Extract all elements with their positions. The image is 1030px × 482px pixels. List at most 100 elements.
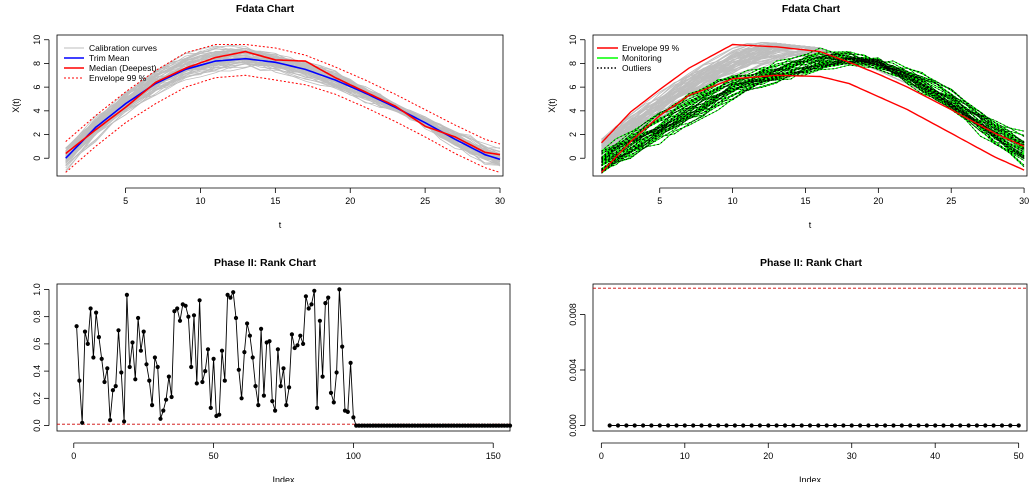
y-axis-label: X(t) xyxy=(547,98,557,113)
rank-point xyxy=(175,306,180,311)
y-axis: 0 2 4 6 8 10 X(t) xyxy=(11,35,50,161)
rank-point xyxy=(261,393,266,398)
rank-point xyxy=(741,423,746,428)
legend-label: Envelope 99 % xyxy=(622,43,680,53)
rank-point xyxy=(306,306,311,311)
legend-label: Outliers xyxy=(622,63,651,73)
rank-point xyxy=(326,295,331,300)
y-tick-label: 0 xyxy=(32,156,42,161)
rank-point xyxy=(99,356,104,361)
x-axis-label: Index xyxy=(272,475,295,482)
rank-point xyxy=(841,423,846,428)
rank-point xyxy=(96,335,101,340)
rank-point xyxy=(674,423,679,428)
x-axis: 0 10 20 30 40 50 Index xyxy=(599,442,1024,482)
rank-point xyxy=(284,403,289,408)
rank-point xyxy=(874,423,879,428)
y-axis-label: X(t) xyxy=(11,98,21,113)
rank-point xyxy=(666,423,671,428)
rank-point xyxy=(657,423,662,428)
calibration-curve xyxy=(65,61,501,171)
calibration-curve xyxy=(65,57,501,163)
calibration-curve xyxy=(65,63,501,164)
rank-point xyxy=(807,423,813,428)
rank-point xyxy=(345,409,350,414)
rank-point xyxy=(933,423,938,428)
x-tick-label: 15 xyxy=(800,196,810,206)
rank-point xyxy=(607,423,612,428)
chart-title: Phase II: Rank Chart xyxy=(214,257,317,269)
x-tick-label: 30 xyxy=(495,196,505,206)
y-tick-label: 4 xyxy=(568,108,578,113)
plot-frame xyxy=(56,283,511,432)
x-tick-label: 25 xyxy=(420,196,430,206)
chart-title: Phase II: Rank Chart xyxy=(760,257,863,269)
y-tick-label: 0.8 xyxy=(32,310,42,323)
rank-point xyxy=(289,332,294,337)
rank-point xyxy=(183,303,188,308)
rank-point xyxy=(924,423,929,428)
rank-point xyxy=(189,364,194,370)
chart-panel-4: Phase II: Rank Chart 0 10 20 30 40 50 Index 0.00… xyxy=(568,257,1028,482)
rank-point xyxy=(816,423,821,428)
rank-point xyxy=(200,379,205,385)
outlier-curve xyxy=(601,51,1025,155)
y-tick-label: 0.2 xyxy=(32,392,42,405)
rank-point xyxy=(348,360,353,365)
rank-point xyxy=(91,355,96,360)
rank-point xyxy=(295,343,300,348)
rank-point xyxy=(208,405,213,410)
rank-point xyxy=(122,419,127,424)
x-tick-label: 10 xyxy=(728,196,738,206)
rank-point xyxy=(991,423,996,428)
rank-point xyxy=(85,341,90,346)
legend-label: Calibration curves xyxy=(89,43,157,53)
y-tick-label: 0.008 xyxy=(568,303,578,326)
x-tick-label: 10 xyxy=(195,196,205,206)
rank-point xyxy=(225,292,230,297)
rank-point xyxy=(649,423,654,428)
envelope-lower-line xyxy=(65,74,501,173)
rank-point xyxy=(231,290,236,295)
rank-point xyxy=(74,324,79,329)
rank-point xyxy=(253,384,258,389)
y-tick-label: 10 xyxy=(568,35,578,45)
chart-title: Fdata Chart xyxy=(236,3,295,15)
x-tick-label: 20 xyxy=(345,196,355,206)
x-tick-label: 5 xyxy=(657,196,662,206)
rank-point xyxy=(292,345,297,351)
rank-point xyxy=(217,412,222,417)
rank-point xyxy=(331,400,336,405)
rank-point xyxy=(891,423,896,428)
legend-label: Median (Deepest) xyxy=(89,63,157,73)
y-axis: 0.000 0.004 0.008 xyxy=(568,303,586,437)
rank-point xyxy=(273,408,278,413)
rank-point xyxy=(983,423,988,428)
rank-point xyxy=(337,287,342,292)
y-tick-label: 6 xyxy=(32,85,42,90)
x-tick-label: 0 xyxy=(71,451,76,461)
monitoring-curve xyxy=(601,63,1025,174)
outlier-curve xyxy=(601,58,1025,162)
rank-point xyxy=(883,423,888,428)
rank-point xyxy=(205,347,211,352)
rank-point xyxy=(110,388,115,393)
x-tick-label: 20 xyxy=(763,451,773,461)
rank-points xyxy=(74,287,513,428)
x-tick-label: 50 xyxy=(209,451,219,461)
x-axis-label: t xyxy=(279,220,282,230)
envelope-upper-line xyxy=(65,44,501,145)
rank-point xyxy=(315,405,320,410)
rank-point xyxy=(275,347,280,352)
rank-point xyxy=(144,362,149,367)
rank-point xyxy=(507,423,513,428)
rank-point xyxy=(682,423,687,428)
rank-point xyxy=(824,423,829,428)
chart-panel-2: Fdata Chart 5 10 15 20 25 30 t 0 2 4 6 8 10 X(t) Envelo… xyxy=(547,3,1029,230)
outlier-curve xyxy=(601,59,1025,172)
trim-mean-line xyxy=(65,57,501,161)
rank-point xyxy=(287,385,292,390)
y-tick-label: 0.4 xyxy=(32,365,42,378)
x-tick-label: 20 xyxy=(873,196,883,206)
